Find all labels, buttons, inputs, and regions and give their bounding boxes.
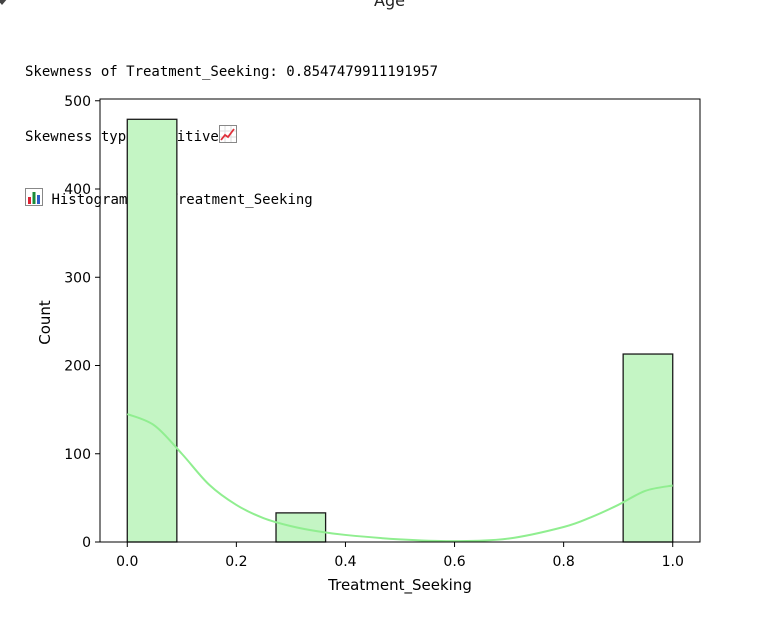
previous-figure-title: Age (374, 0, 405, 10)
kde-curve (126, 413, 673, 543)
output-line-1: Skewness of Treatment_Seeking: 0.8547479… (25, 62, 438, 83)
histogram-bar-2 (622, 353, 674, 543)
histogram-bar-0 (126, 118, 178, 543)
x-axis-ticks: 0.0 0.2 0.4 0.6 0.8 1.0 (116, 542, 684, 570)
x-tick-label-1: 0.2 (225, 554, 247, 570)
x-tick-label-3: 0.6 (443, 554, 465, 570)
x-tick-label-5: 1.0 (662, 554, 684, 570)
plot-frame (99, 98, 701, 543)
x-axis-label: Treatment_Seeking (327, 576, 472, 595)
y-tick-label-1: 100 (64, 447, 91, 463)
histogram-bars (126, 118, 674, 543)
chart-increasing-icon (218, 125, 237, 150)
bar-chart-icon (25, 188, 43, 213)
skewness-value-text: Skewness of Treatment_Seeking: 0.8547479… (25, 64, 439, 80)
x-tick-label-2: 0.4 (334, 554, 356, 570)
y-tick-label-0: 0 (82, 535, 91, 551)
x-tick-label-4: 0.8 (553, 554, 575, 570)
x-tick-label-0: 0.0 (116, 554, 138, 570)
y-tick-label-5: 500 (64, 94, 91, 110)
y-axis-label: Count (36, 300, 54, 345)
y-axis-ticks: 0 100 200 300 400 500 (64, 94, 100, 551)
y-tick-label-4: 400 (64, 182, 91, 198)
y-tick-label-2: 200 (64, 359, 91, 375)
y-tick-label-3: 300 (64, 270, 91, 286)
collapse-output-icon[interactable] (0, 0, 8, 5)
